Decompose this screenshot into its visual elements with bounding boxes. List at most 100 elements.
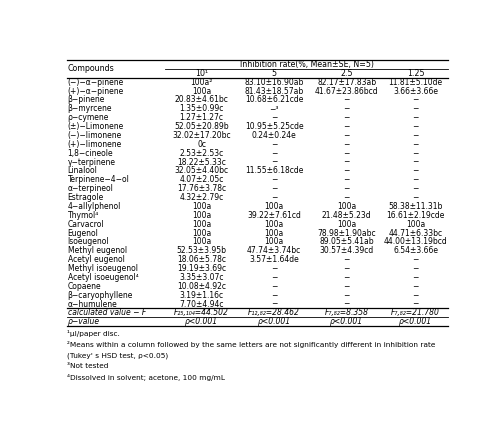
Text: −: −	[344, 140, 350, 149]
Text: −: −	[271, 149, 277, 158]
Text: −: −	[412, 255, 419, 264]
Text: 44.00±13.19bcd: 44.00±13.19bcd	[384, 237, 448, 246]
Text: 11.55±6.18cde: 11.55±6.18cde	[245, 166, 303, 175]
Text: Carvacrol: Carvacrol	[68, 220, 104, 229]
Text: −: −	[412, 184, 419, 193]
Text: −: −	[344, 282, 350, 291]
Text: 81.43±18.57ab: 81.43±18.57ab	[245, 86, 304, 95]
Text: Copaene: Copaene	[68, 282, 101, 291]
Text: 6.54±3.66e: 6.54±3.66e	[393, 246, 438, 255]
Text: 100a: 100a	[337, 220, 357, 229]
Text: 0c: 0c	[197, 140, 206, 149]
Text: 89.05±5.41ab: 89.05±5.41ab	[319, 237, 374, 246]
Text: 2.53±2.53c: 2.53±2.53c	[179, 149, 224, 158]
Text: 32.02±17.20bc: 32.02±17.20bc	[172, 131, 231, 140]
Text: 4.07±2.05c: 4.07±2.05c	[179, 175, 224, 184]
Text: Estragole: Estragole	[68, 193, 104, 202]
Text: β−caryophyllene: β−caryophyllene	[68, 291, 133, 300]
Text: −: −	[271, 291, 277, 300]
Text: 18.22±5.33c: 18.22±5.33c	[177, 157, 226, 166]
Text: −: −	[412, 149, 419, 158]
Text: 82.17±17.83ab: 82.17±17.83ab	[317, 78, 376, 87]
Text: 100a: 100a	[406, 220, 425, 229]
Text: β−pinene: β−pinene	[68, 95, 105, 104]
Text: −: −	[412, 193, 419, 202]
Text: 2.5: 2.5	[341, 69, 353, 78]
Text: ¹μl/paper disc.: ¹μl/paper disc.	[67, 330, 120, 337]
Text: F₇,₈₂=8.358: F₇,₈₂=8.358	[325, 308, 369, 317]
Text: Acetyl eugenol: Acetyl eugenol	[68, 255, 124, 264]
Text: 17.76±3.78c: 17.76±3.78c	[177, 184, 226, 193]
Text: (Tukey' s HSD test, ρ<0.05): (Tukey' s HSD test, ρ<0.05)	[67, 352, 168, 359]
Text: Acetyl isoeugenol⁴: Acetyl isoeugenol⁴	[68, 273, 138, 282]
Text: 1,8−cineole: 1,8−cineole	[68, 149, 113, 158]
Text: ρ<0.001: ρ<0.001	[257, 317, 291, 326]
Text: 4−allylphenol: 4−allylphenol	[68, 202, 121, 211]
Text: 10.68±6.21cde: 10.68±6.21cde	[245, 95, 303, 104]
Text: 1.35±0.99c: 1.35±0.99c	[179, 104, 224, 114]
Text: 100a: 100a	[192, 211, 211, 220]
Text: 21.48±5.23d: 21.48±5.23d	[322, 211, 372, 220]
Text: −: −	[344, 122, 350, 131]
Text: 18.06±5.78c: 18.06±5.78c	[177, 255, 226, 264]
Text: −: −	[344, 104, 350, 114]
Text: 47.74±3.74bc: 47.74±3.74bc	[247, 246, 301, 255]
Text: −: −	[271, 184, 277, 193]
Text: 100a: 100a	[192, 220, 211, 229]
Text: −: −	[344, 264, 350, 273]
Text: (+)−limonene: (+)−limonene	[68, 140, 122, 149]
Text: 100a: 100a	[337, 202, 357, 211]
Text: −: −	[344, 113, 350, 122]
Text: −: −	[271, 273, 277, 282]
Text: (−)−α−pinene: (−)−α−pinene	[68, 78, 124, 87]
Text: 39.22±7.61cd: 39.22±7.61cd	[247, 211, 301, 220]
Text: Isoeugenol: Isoeugenol	[68, 237, 109, 246]
Text: −: −	[344, 291, 350, 300]
Text: 52.53±3.95b: 52.53±3.95b	[177, 246, 227, 255]
Text: 41.67±23.86bcd: 41.67±23.86bcd	[315, 86, 378, 95]
Text: −: −	[412, 113, 419, 122]
Text: −: −	[344, 166, 350, 175]
Text: −: −	[271, 282, 277, 291]
Text: β−myrcene: β−myrcene	[68, 104, 112, 114]
Text: −: −	[344, 255, 350, 264]
Text: F₇,₈₂=21.780: F₇,₈₂=21.780	[391, 308, 440, 317]
Text: −: −	[344, 175, 350, 184]
Text: Terpinene−4−ol: Terpinene−4−ol	[68, 175, 129, 184]
Text: −: −	[344, 157, 350, 166]
Text: −: −	[271, 193, 277, 202]
Text: −: −	[271, 140, 277, 149]
Text: α−humulene: α−humulene	[68, 300, 118, 309]
Text: ρ<0.001: ρ<0.001	[399, 317, 432, 326]
Text: 10.95±5.25cde: 10.95±5.25cde	[245, 122, 303, 131]
Text: −: −	[344, 184, 350, 193]
Text: (−)−limonene: (−)−limonene	[68, 131, 122, 140]
Text: −: −	[271, 113, 277, 122]
Text: 0.24±0.24e: 0.24±0.24e	[252, 131, 296, 140]
Text: −³: −³	[269, 104, 279, 114]
Text: −: −	[344, 300, 350, 309]
Text: 20.83±4.61bc: 20.83±4.61bc	[175, 95, 229, 104]
Text: −: −	[412, 131, 419, 140]
Text: 83.10±16.90ab: 83.10±16.90ab	[245, 78, 304, 87]
Text: 10.08±4.92c: 10.08±4.92c	[177, 282, 226, 291]
Text: −: −	[412, 273, 419, 282]
Text: Linalool: Linalool	[68, 166, 98, 175]
Text: 32.05±4.40bc: 32.05±4.40bc	[174, 166, 229, 175]
Text: 58.38±11.31b: 58.38±11.31b	[388, 202, 443, 211]
Text: −: −	[412, 122, 419, 131]
Text: Thymol⁴: Thymol⁴	[68, 211, 99, 220]
Text: Eugenol: Eugenol	[68, 228, 99, 237]
Text: −: −	[412, 104, 419, 114]
Text: −: −	[344, 273, 350, 282]
Text: ²Means within a column followed by the same letters are not significantly differ: ²Means within a column followed by the s…	[67, 341, 435, 348]
Text: Compounds: Compounds	[68, 64, 115, 74]
Text: −: −	[412, 140, 419, 149]
Text: 100a: 100a	[264, 237, 284, 246]
Text: 100a²: 100a²	[190, 78, 213, 87]
Text: 52.05±20.89b: 52.05±20.89b	[174, 122, 229, 131]
Text: 78.98±1.90abc: 78.98±1.90abc	[317, 228, 376, 237]
Text: 100a: 100a	[264, 228, 284, 237]
Text: 5: 5	[271, 69, 276, 78]
Text: 30.57±4.39cd: 30.57±4.39cd	[320, 246, 374, 255]
